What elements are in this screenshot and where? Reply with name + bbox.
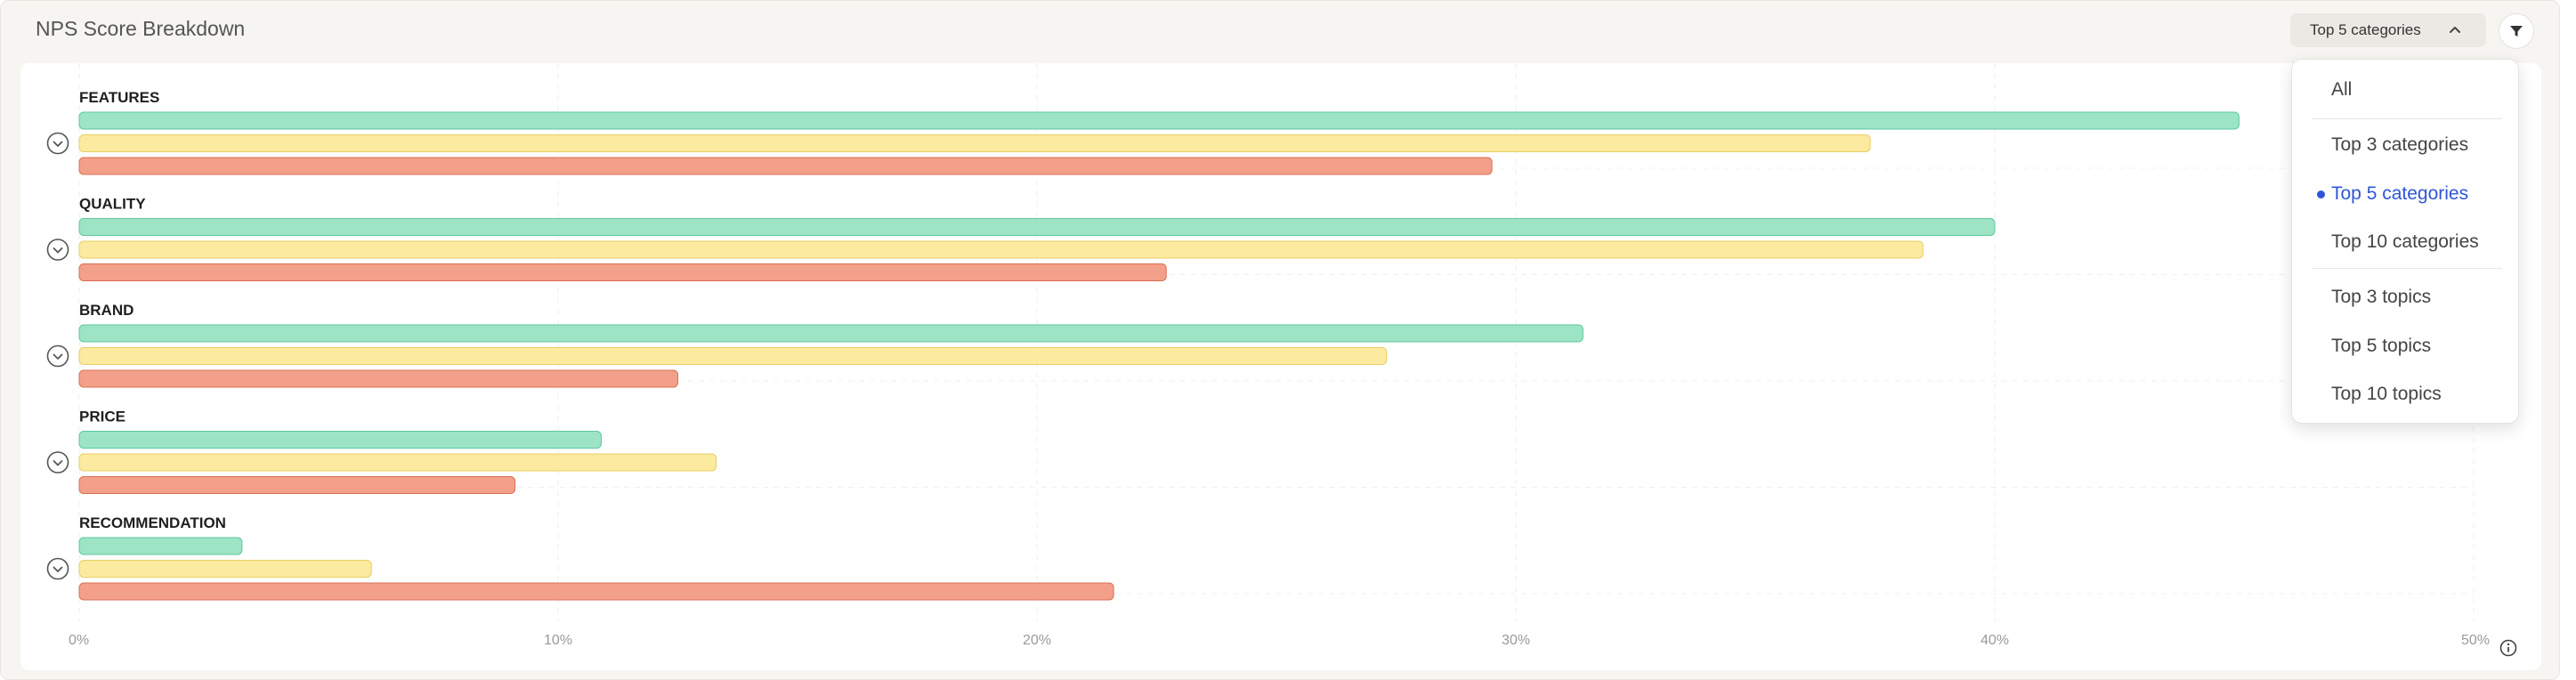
bar[interactable] (78, 560, 372, 578)
dropdown-option[interactable]: Top 10 topics (2331, 384, 2442, 404)
x-tick-label: 40% (1981, 633, 2009, 648)
bar[interactable] (78, 134, 1871, 152)
dropdown-divider (2312, 118, 2502, 119)
category-label: FEATURES (79, 89, 159, 106)
x-tick-label: 10% (544, 633, 572, 648)
x-tick-label: 0% (69, 633, 89, 648)
chevron-down-circle-icon[interactable] (46, 239, 69, 261)
bar[interactable] (78, 476, 516, 494)
category-label: BRAND (79, 302, 134, 319)
category-label: PRICE (79, 409, 126, 425)
dropdown-option[interactable]: Top 3 topics (2331, 287, 2432, 307)
chevron-down-circle-icon[interactable] (46, 557, 69, 580)
range-select-value: Top 5 categories (2310, 21, 2421, 38)
dropdown-option[interactable]: Top 5 topics (2331, 336, 2432, 356)
range-select[interactable]: Top 5 categories (2290, 13, 2486, 47)
filter-button[interactable] (2499, 13, 2534, 49)
category-label: QUALITY (79, 196, 146, 213)
bar[interactable] (78, 324, 1584, 343)
dropdown-option[interactable]: Top 5 categories (2331, 183, 2469, 204)
bar[interactable] (78, 240, 1924, 259)
dropdown-divider (2312, 268, 2502, 269)
bar[interactable] (78, 111, 2240, 130)
bar[interactable] (78, 347, 1388, 365)
filter-icon (2510, 26, 2523, 36)
chart-card: FEATURES QUALITY BRAND PRICE RECOMMENDATION 0… (20, 63, 2541, 670)
bar[interactable] (78, 537, 243, 555)
x-tick-label: 50% (2461, 633, 2490, 648)
x-tick-label: 20% (1023, 633, 1051, 648)
bar[interactable] (78, 157, 1493, 175)
bar[interactable] (78, 263, 1167, 281)
panel-title: NPS Score Breakdown (36, 17, 246, 40)
info-icon[interactable] (2499, 638, 2518, 658)
selected-dot-icon (2317, 190, 2325, 198)
category-label: RECOMMENDATION (79, 514, 226, 531)
bar[interactable] (78, 369, 678, 388)
range-dropdown-menu: All Top 3 categories Top 5 categories Top 1… (2291, 59, 2519, 424)
bar[interactable] (78, 431, 602, 449)
x-tick-label: 30% (1502, 633, 1530, 648)
chevron-up-icon (2450, 27, 2460, 33)
dropdown-option[interactable]: Top 3 categories (2331, 134, 2469, 155)
nps-bar-chart: FEATURES QUALITY BRAND PRICE RECOMMENDATION 0… (46, 63, 2490, 648)
bar[interactable] (78, 218, 1996, 236)
dropdown-option[interactable]: All (2331, 79, 2353, 100)
bar[interactable] (78, 582, 1114, 601)
chevron-down-circle-icon[interactable] (46, 344, 69, 368)
chevron-down-circle-icon[interactable] (46, 451, 69, 474)
chevron-down-circle-icon[interactable] (46, 132, 69, 155)
dropdown-option[interactable]: Top 10 categories (2331, 231, 2479, 252)
bar[interactable] (78, 453, 717, 472)
